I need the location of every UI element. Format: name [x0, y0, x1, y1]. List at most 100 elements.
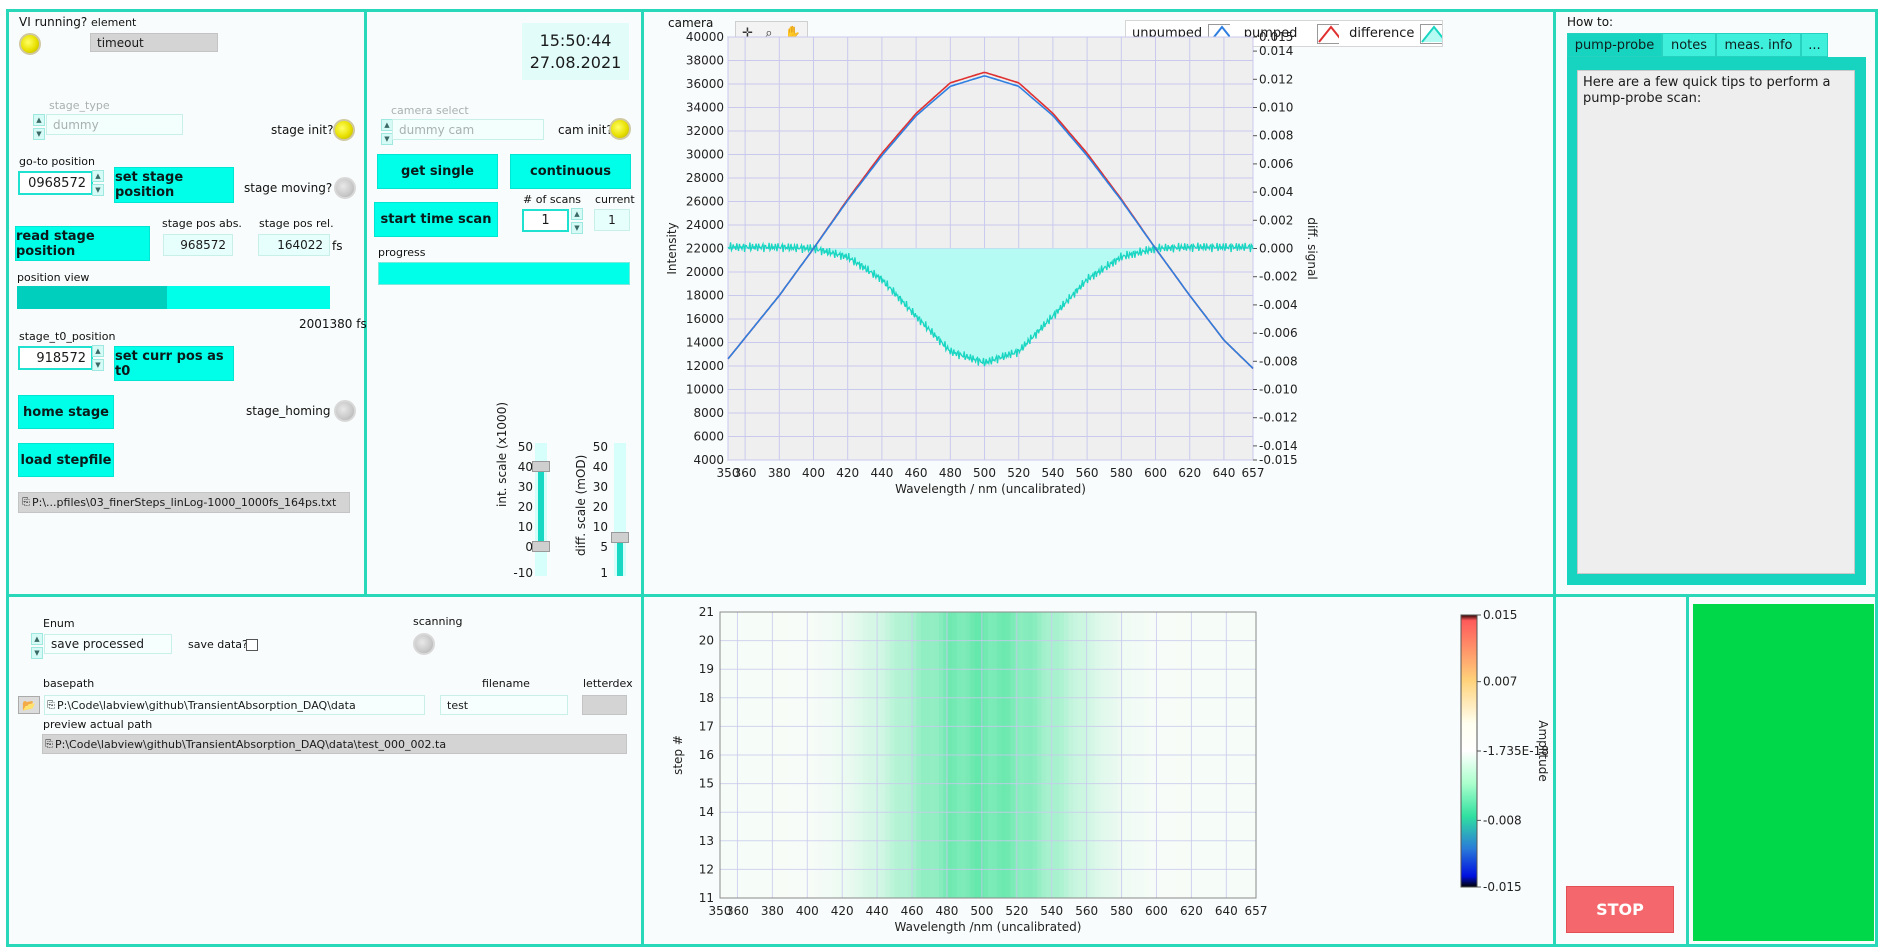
x-tick-label: 580 — [1110, 904, 1133, 918]
x-tick-label: 560 — [1076, 466, 1099, 480]
tab-meas-info[interactable]: meas. info — [1716, 33, 1801, 57]
spin-down-icon[interactable]: ▼ — [31, 647, 43, 659]
goto-position-spinner[interactable]: ▲ ▼ — [92, 170, 104, 196]
y-tick-label: 34000 — [686, 101, 724, 115]
int-scale-slider-track[interactable] — [532, 443, 550, 576]
y-tick-label: 17 — [699, 719, 714, 733]
y2-tick-label: 0.015 — [1259, 30, 1293, 44]
difference-fill — [728, 248, 1253, 367]
stop-button[interactable]: STOP — [1566, 886, 1674, 933]
stage-type-spinner[interactable]: ▲ ▼ — [33, 114, 45, 140]
diff-scale-slider-track[interactable] — [611, 443, 629, 576]
x-tick-label: 500 — [970, 904, 993, 918]
y-tick-label: 32000 — [686, 124, 724, 138]
zoom-tool-icon[interactable]: ⌕ — [765, 25, 773, 41]
browse-folder-icon[interactable]: 📂 — [18, 696, 40, 714]
int-scale-slider-thumb[interactable] — [532, 541, 550, 552]
y-tick-label: 16000 — [686, 312, 724, 326]
y-tick-label: 40000 — [686, 30, 724, 44]
y-tick-label: 13 — [699, 834, 714, 848]
spin-up-icon[interactable]: ▲ — [31, 633, 43, 645]
stage-type-label: stage_type — [49, 99, 110, 112]
stage-t0-spinner[interactable]: ▲ ▼ — [92, 345, 104, 371]
set-stage-position-button[interactable]: set stage position — [114, 167, 234, 203]
set-t0-button[interactable]: set curr pos as t0 — [114, 346, 234, 381]
goto-position-input[interactable]: 0968572 — [18, 171, 93, 195]
x-tick-label: 350 — [709, 904, 732, 918]
x-tick-label: 460 — [901, 904, 924, 918]
basepath-label: basepath — [43, 677, 95, 690]
num-scans-label: # of scans — [523, 193, 582, 206]
howto-text-area[interactable]: Here are a few quick tips to perform a p… — [1577, 70, 1855, 574]
enum-select[interactable]: save processed — [44, 634, 172, 654]
camera-select-label: camera select — [391, 104, 469, 117]
spin-down-icon[interactable]: ▼ — [571, 222, 583, 234]
y-tick-label: 14000 — [686, 336, 724, 350]
camera-plot[interactable]: 4000 6000 8000 10000 12000 14000 16000 18000 200… — [648, 30, 1528, 600]
x-tick-label: 640 — [1215, 904, 1238, 918]
read-stage-position-button[interactable]: read stage position — [15, 226, 150, 261]
vi-running-label: VI running? — [19, 15, 88, 29]
x-tick-label: 520 — [1005, 904, 1028, 918]
x-axis-title: Wavelength /nm (uncalibrated) — [895, 920, 1082, 934]
enum-spinner[interactable]: ▲ ▼ — [31, 633, 43, 659]
num-scans-spinner[interactable]: ▲ ▼ — [571, 208, 583, 234]
home-stage-button[interactable]: home stage — [18, 395, 114, 429]
x-tick-label: 480 — [939, 466, 962, 480]
y2-tick-label: -0.004 — [1259, 298, 1298, 312]
colorbar-tick-label: 0.007 — [1483, 675, 1517, 689]
current-field: 1 — [594, 209, 630, 231]
x-tick-label: 580 — [1110, 466, 1133, 480]
y-tick-label: 18000 — [686, 289, 724, 303]
num-scans-input[interactable]: 1 — [522, 209, 569, 232]
element-field[interactable]: timeout — [90, 33, 218, 52]
y2-tick-label: 0.012 — [1259, 72, 1293, 86]
get-single-button[interactable]: get single — [377, 154, 498, 189]
continuous-button[interactable]: continuous — [510, 154, 631, 189]
colorbar — [1460, 614, 1478, 888]
spin-up-icon[interactable]: ▲ — [571, 208, 583, 220]
load-stepfile-button[interactable]: load stepfile — [18, 443, 114, 477]
camera-select-spinner[interactable]: ▲ ▼ — [381, 119, 393, 145]
int-scale-slider-thumb[interactable] — [532, 461, 550, 472]
x-tick-label: 657 — [1245, 904, 1268, 918]
spin-up-icon[interactable]: ▲ — [92, 170, 104, 182]
tab-pump-probe[interactable]: pump-probe — [1567, 33, 1662, 57]
basepath-field[interactable]: ⎘ P:\Code\labview\github\TransientAbsorp… — [44, 695, 425, 715]
cam-init-led — [609, 118, 631, 140]
camera-select-field[interactable]: dummy cam — [392, 119, 544, 140]
tick-label: 10 — [592, 520, 608, 534]
save-data-checkbox[interactable] — [246, 639, 258, 651]
x-tick-label: 500 — [973, 466, 996, 480]
start-time-scan-button[interactable]: start time scan — [374, 202, 498, 237]
spin-down-icon[interactable]: ▼ — [33, 128, 45, 140]
stage-t0-input[interactable]: 918572 — [18, 346, 93, 370]
clock-date: 27.08.2021 — [529, 52, 622, 72]
tab-more[interactable]: ... — [1801, 33, 1828, 57]
filename-field[interactable]: test — [440, 695, 568, 715]
howto-text: Here are a few quick tips to perform a p… — [1583, 75, 1831, 106]
x-tick-label: 540 — [1041, 466, 1064, 480]
tick-label: 20 — [592, 500, 608, 514]
x-tick-label: 400 — [796, 904, 819, 918]
stage-type-field[interactable]: dummy — [46, 114, 183, 135]
spin-up-icon[interactable]: ▲ — [92, 345, 104, 357]
letterdex-label: letterdex — [583, 677, 633, 690]
spin-down-icon[interactable]: ▼ — [92, 184, 104, 196]
x-tick-label: 400 — [802, 466, 825, 480]
tab-notes[interactable]: notes — [1662, 33, 1716, 57]
enum-label: Enum — [43, 617, 75, 630]
y2-tick-label: -0.006 — [1259, 326, 1298, 340]
diff-scale-slider-thumb[interactable] — [611, 532, 629, 543]
x-tick-label: 360 — [734, 466, 757, 480]
path-icon: ⎘ — [47, 699, 55, 711]
crosshair-tool-icon[interactable]: ✛ — [742, 25, 753, 41]
x-tick-label: 380 — [768, 466, 791, 480]
stepfile-path-field[interactable]: ⎘ P:\...pfiles\03_finerSteps_linLog-1000… — [18, 492, 350, 513]
spin-down-icon[interactable]: ▼ — [92, 359, 104, 371]
spin-up-icon[interactable]: ▲ — [33, 114, 45, 126]
stage-pos-abs-field: 968572 — [163, 234, 233, 256]
filename-label: filename — [482, 677, 530, 690]
y-tick-label: 15 — [699, 777, 714, 791]
